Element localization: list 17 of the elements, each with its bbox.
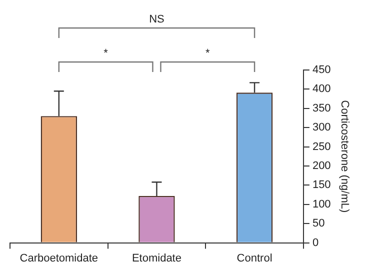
y-axis-title: Corticosterone (ng/mL) xyxy=(338,100,350,213)
y-tick-label: 50 xyxy=(312,218,325,230)
text: * xyxy=(205,48,210,60)
x-tick-label: Control xyxy=(236,252,272,264)
y-tick-label: 0 xyxy=(312,236,319,249)
y-tick-label: 300 xyxy=(312,122,331,134)
text: NS xyxy=(149,14,164,26)
x-tick-label: Etomidate xyxy=(132,252,182,264)
y-tick-label: 250 xyxy=(312,140,331,153)
y-tick-label: 350 xyxy=(312,102,331,114)
text: * xyxy=(104,48,109,60)
x-tick-label: Carboetomidate xyxy=(20,252,98,264)
y-tick-label: 200 xyxy=(312,160,331,172)
y-tick-label: 100 xyxy=(312,198,331,210)
y-tick-label: 450 xyxy=(312,64,331,76)
y-tick-label: 150 xyxy=(312,179,331,192)
y-tick-label: 400 xyxy=(312,83,331,96)
